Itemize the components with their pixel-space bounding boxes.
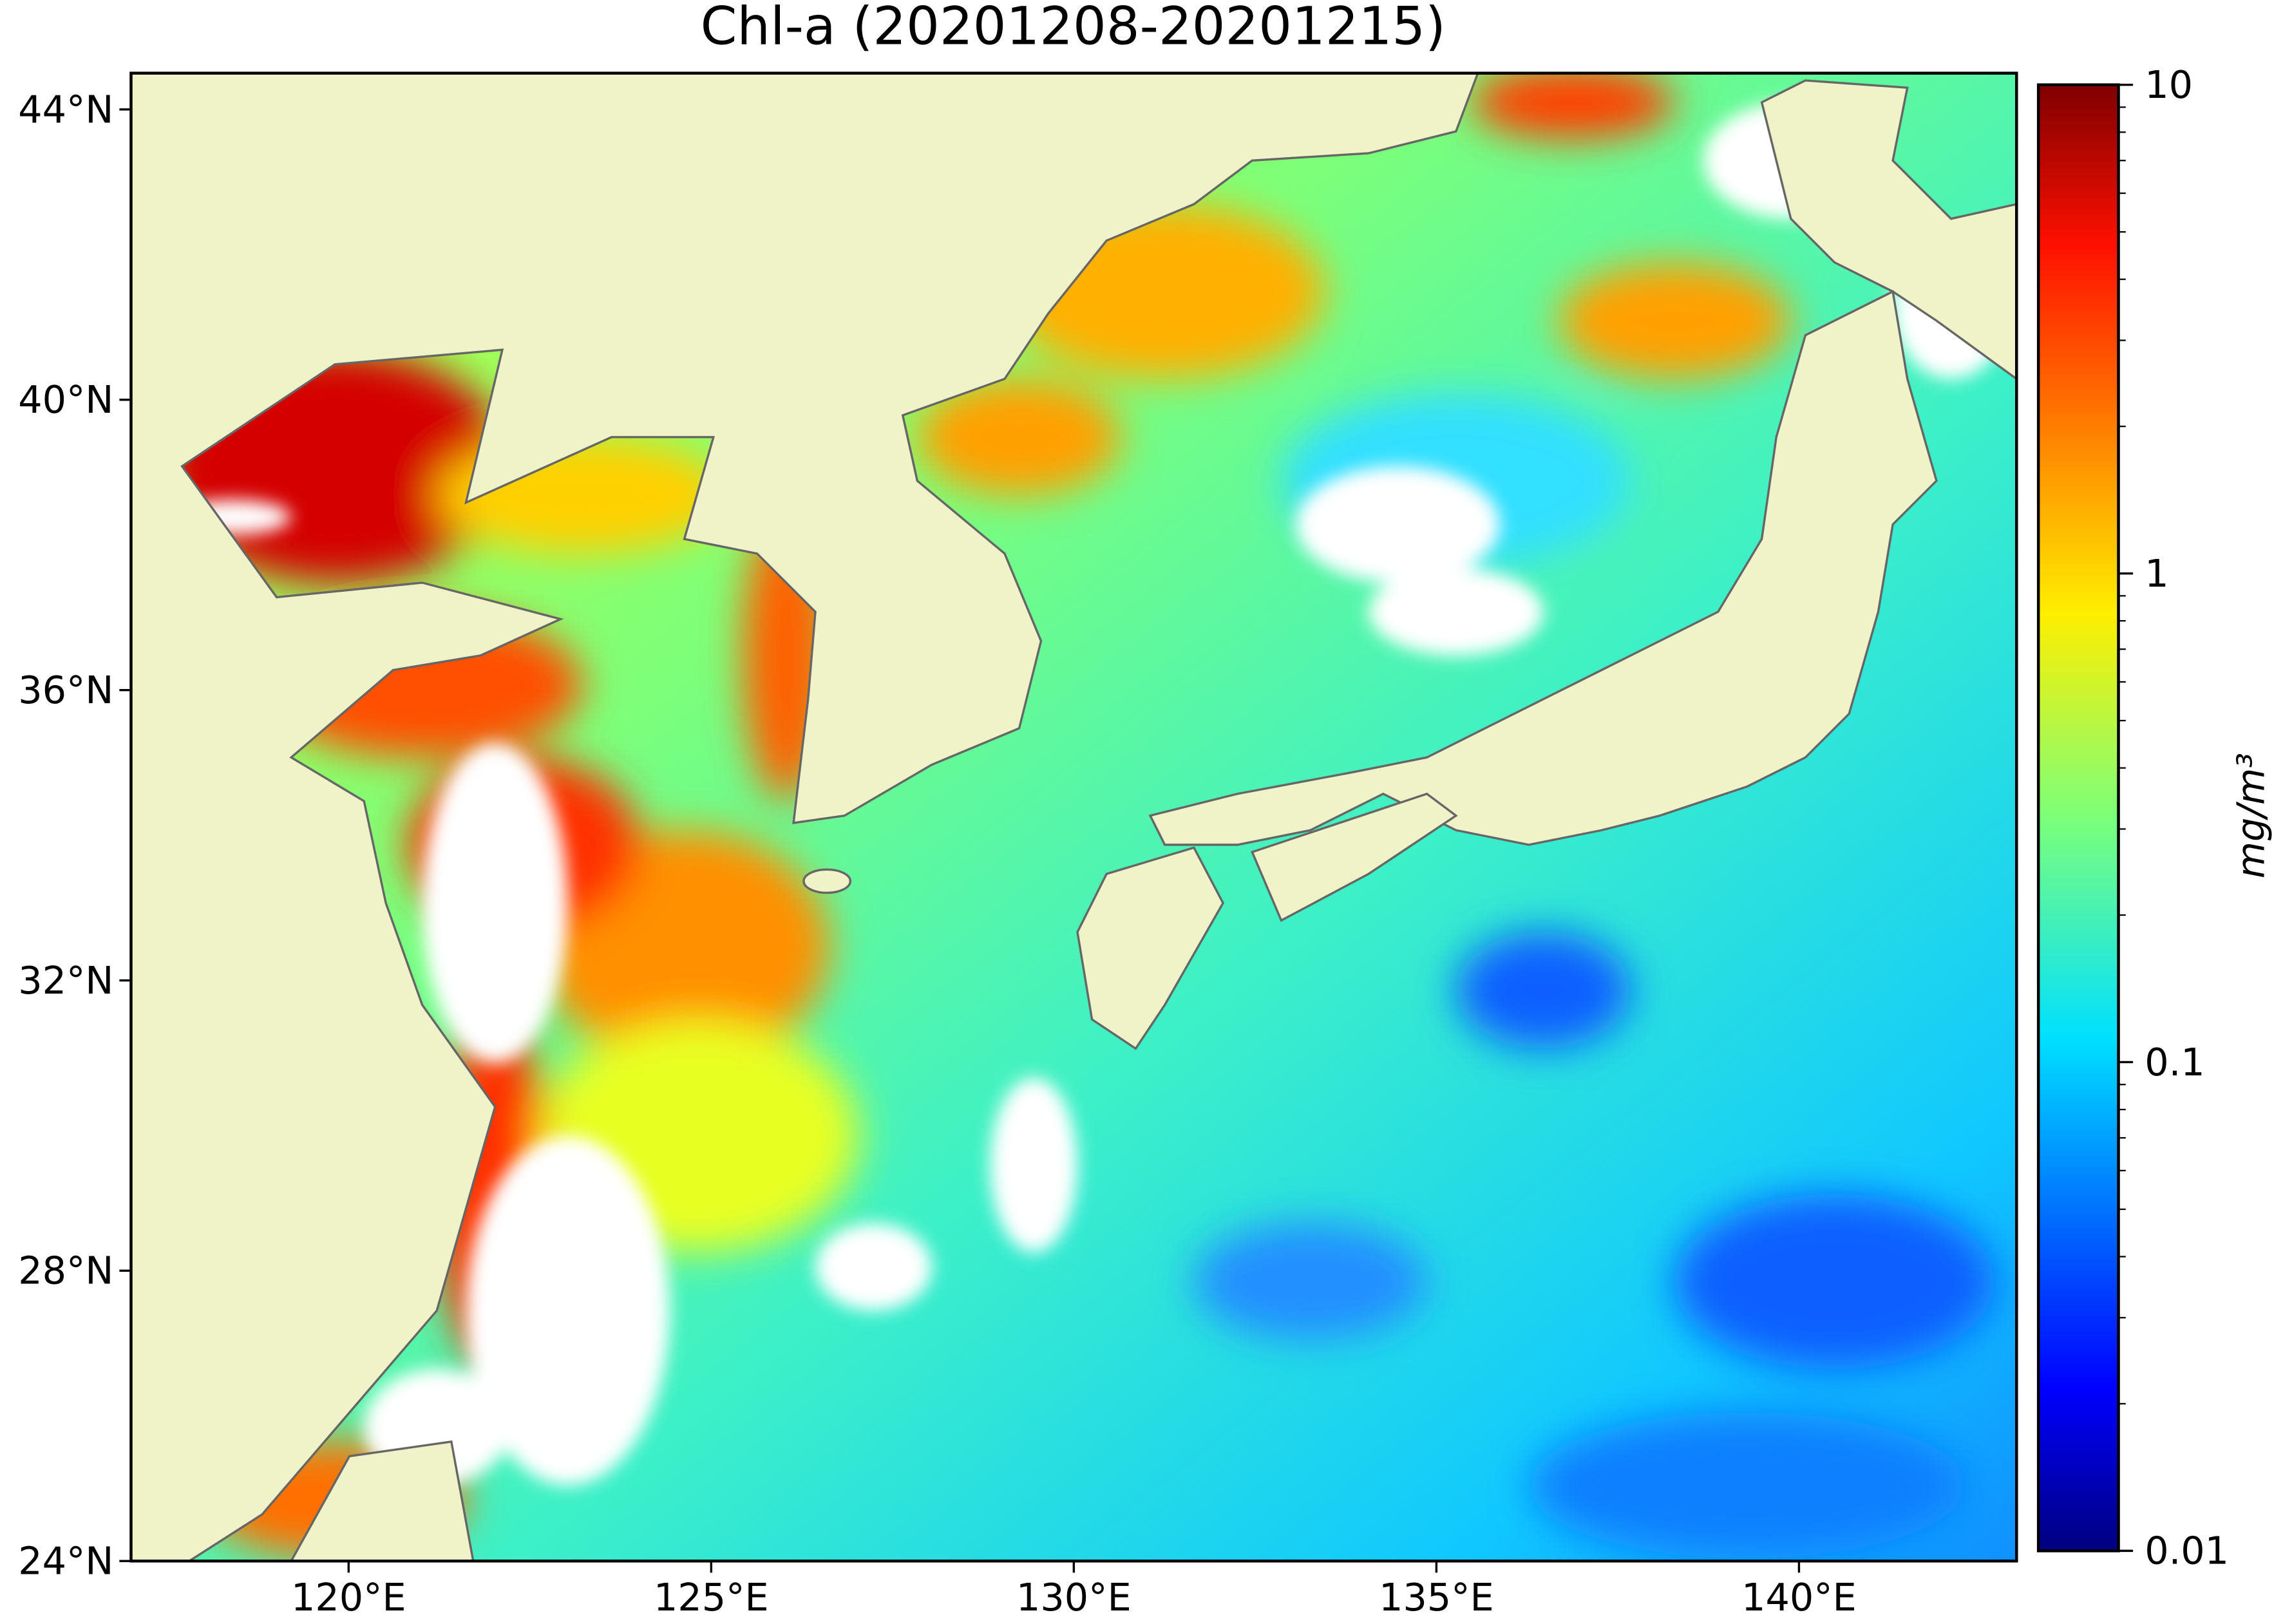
colorbar-tick-label: 0.1 — [2145, 1040, 2204, 1084]
shikoku — [1251, 792, 1458, 922]
mainland — [131, 73, 1479, 1562]
cloud-gaps — [175, 102, 2009, 1486]
colorbar-tick-label: 0.01 — [2145, 1529, 2229, 1573]
jeju — [802, 868, 852, 894]
x-tick-label: 135°E — [1379, 1575, 1494, 1619]
x-tick-label: 120°E — [291, 1575, 406, 1619]
kyushu — [1076, 846, 1225, 1050]
title: Chl-a (20201208-20201215) — [701, 0, 1446, 57]
map — [131, 73, 2017, 1562]
y-tick-label: 24°N — [18, 1539, 113, 1583]
y-tick-label: 28°N — [18, 1249, 113, 1293]
x-tick-label: 130°E — [1016, 1575, 1132, 1619]
colorbar — [2036, 83, 2120, 1553]
y-tick-label: 32°N — [18, 958, 113, 1003]
x-tick-label: 125°E — [654, 1575, 769, 1619]
colorbar-tick-label: 10 — [2145, 62, 2193, 107]
x-tick-label: 140°E — [1741, 1575, 1857, 1619]
taiwan — [290, 1440, 475, 1562]
y-tick-label: 36°N — [18, 668, 113, 712]
y-tick-label: 44°N — [18, 87, 113, 131]
colorbar-label: mg/m³ — [2229, 753, 2273, 878]
colorbar-tick-label: 1 — [2145, 551, 2168, 596]
hokkaido — [1760, 79, 2017, 381]
y-tick-label: 40°N — [18, 377, 113, 422]
honshu — [1148, 290, 1938, 846]
